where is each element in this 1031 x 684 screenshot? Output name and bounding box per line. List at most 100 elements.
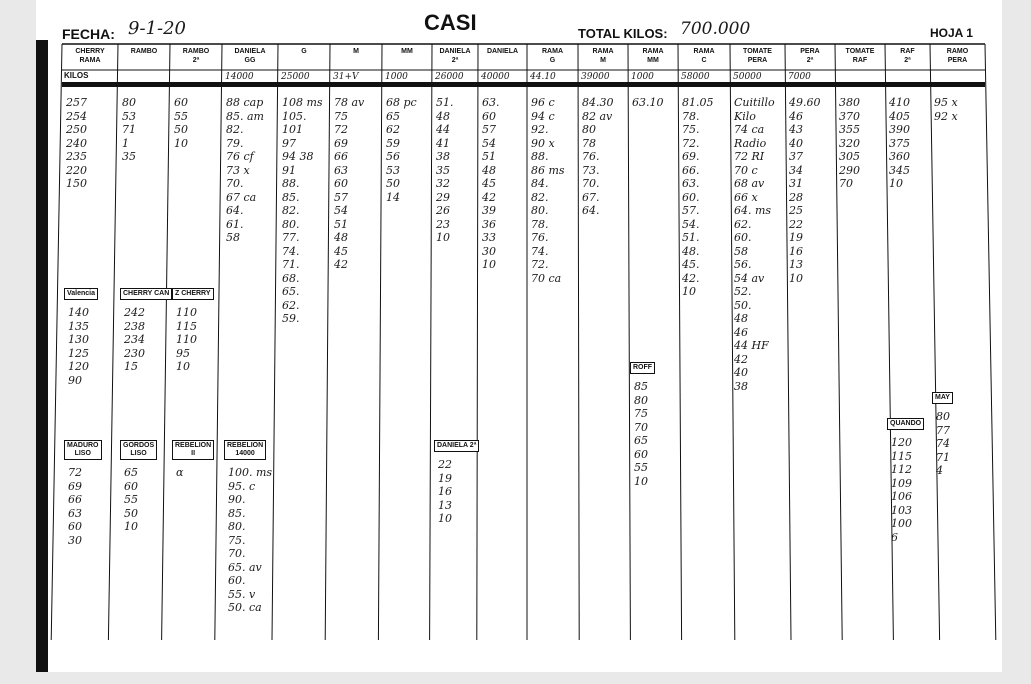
entry: 290 <box>839 163 860 177</box>
entry: 56. <box>734 258 752 271</box>
block-title-line: ROFF <box>633 364 653 371</box>
entry: 375 <box>889 136 910 150</box>
entry: 250 <box>66 123 87 136</box>
column-kilos: 7000 <box>788 72 811 82</box>
column-kilos: 58000 <box>681 72 710 82</box>
rule <box>627 43 631 641</box>
block-title-line: 14000 <box>235 450 255 457</box>
entry: 88. <box>531 150 549 163</box>
rule <box>476 43 479 641</box>
entry: 48 <box>436 109 450 123</box>
entry: 360 <box>889 150 910 163</box>
column-kilos: 25000 <box>281 72 310 82</box>
entry: 62. <box>282 298 300 312</box>
entry: 94 c <box>531 109 555 123</box>
entry: 76. <box>582 150 600 163</box>
entry: 84. <box>531 177 549 190</box>
date-label: FECHA: <box>62 26 115 42</box>
entry: 10 <box>436 231 450 244</box>
entry: 10 <box>176 360 190 373</box>
entry: 110 <box>176 306 197 319</box>
entry: 95. c <box>228 479 256 493</box>
entry: 53 <box>386 163 400 177</box>
column-header: DANIELA <box>234 48 266 55</box>
entry: 96 c <box>531 96 555 109</box>
entry: 112 <box>891 463 912 476</box>
entry: 60. <box>682 190 700 204</box>
rule <box>729 43 736 641</box>
entry: 52. <box>734 285 752 298</box>
entry: 67 ca <box>226 190 257 204</box>
column-header: DANIELA <box>439 48 471 55</box>
entry: 80. <box>282 217 300 231</box>
column-kilos: 40000 <box>481 72 510 82</box>
entry: 72. <box>682 136 700 150</box>
entry: 88 cap <box>226 96 264 109</box>
entry: 75 <box>334 109 348 123</box>
entry: 62 <box>386 123 400 136</box>
entry: 59 <box>386 136 400 150</box>
column-header: CHERRY <box>75 48 105 55</box>
entry: 66 <box>68 493 82 506</box>
column-header: G <box>549 57 556 64</box>
entry: 70. <box>228 547 246 560</box>
entry: 19 <box>789 231 803 244</box>
entry: 63. <box>482 96 500 109</box>
entry: 140 <box>68 306 89 319</box>
block-title: REBELION II <box>172 440 215 460</box>
entry: 54 av <box>734 271 765 285</box>
block-title-line: Valencia <box>67 290 96 297</box>
column-header: PERA <box>747 57 768 64</box>
entry: 44 <box>436 123 450 136</box>
entry: 50 <box>124 506 138 520</box>
entry: 10 <box>634 474 648 488</box>
block-title: MAY <box>932 392 953 404</box>
entry: 100. ms <box>228 466 273 479</box>
entry: 32 <box>436 177 450 190</box>
entry: 10 <box>482 258 496 271</box>
entry: 68 pc <box>386 96 417 109</box>
entry: 65. av <box>228 560 262 574</box>
entry: 45. <box>682 258 700 271</box>
entry: 85. <box>228 506 246 520</box>
entry: 235 <box>66 150 87 163</box>
entry: 71. <box>282 258 300 271</box>
block-title: MADURO LISO <box>64 440 102 460</box>
entry: 10 <box>438 512 452 525</box>
entry: 35 <box>436 163 450 177</box>
entry: 72. <box>531 258 549 271</box>
entry: 68. <box>282 271 300 285</box>
entry: 55. v <box>228 587 256 601</box>
column-header: TOMATE <box>743 48 772 55</box>
entry: 67. <box>582 190 600 204</box>
rule <box>107 43 119 641</box>
entry: 50. ca <box>228 601 262 614</box>
entry: 66 <box>334 150 348 163</box>
entry: 64. <box>582 204 600 217</box>
column-header: PERA <box>947 57 968 64</box>
entry: 69. <box>682 150 700 163</box>
entry: 10 <box>889 177 903 190</box>
entry: 410 <box>889 96 910 109</box>
column-header: RAMO <box>946 48 969 55</box>
entry: 80 <box>936 410 950 423</box>
entry: 58 <box>734 244 748 258</box>
entry: 23 <box>436 217 450 231</box>
entry: 51 <box>334 217 348 231</box>
entry: 51 <box>482 150 496 163</box>
column-header: RAMBO <box>182 48 210 55</box>
entry: 59. <box>282 312 300 325</box>
entry: Kilo <box>734 109 756 123</box>
entry: 69 <box>334 136 348 150</box>
entry: 63. <box>682 177 700 190</box>
entry: 28 <box>789 190 803 204</box>
entry: 71 <box>936 450 950 464</box>
entry: 60. <box>228 574 246 587</box>
column-kilos: 39000 <box>581 72 610 82</box>
entry: 26 <box>436 204 450 217</box>
entry: 150 <box>66 177 87 190</box>
entry: 68 av <box>734 177 765 190</box>
entry: 74. <box>282 244 300 258</box>
title: CASI <box>424 10 477 35</box>
